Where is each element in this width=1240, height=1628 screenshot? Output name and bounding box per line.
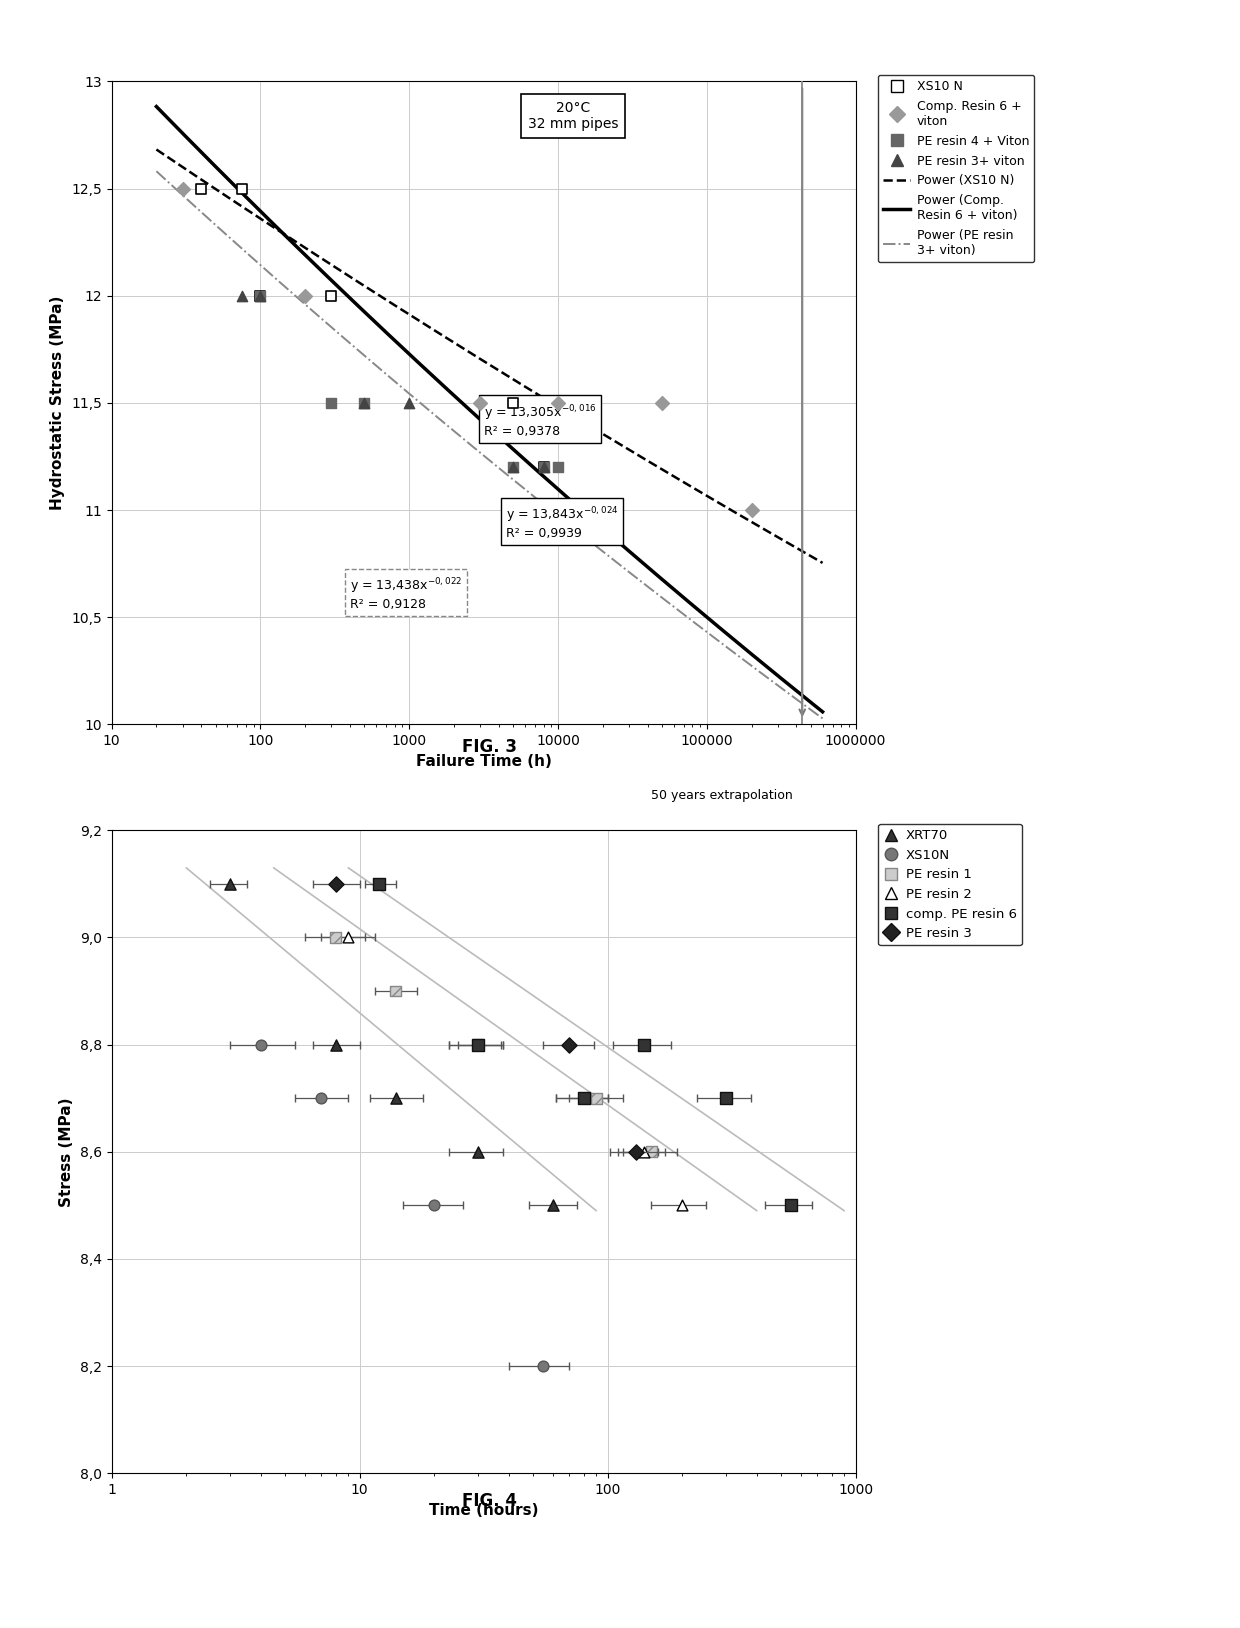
Point [503,454,523,480]
Point [467,1140,487,1166]
Text: FIG. 3: FIG. 3 [463,737,517,755]
Point [250,283,270,309]
Point [467,1032,487,1058]
Point [467,1032,487,1058]
Point [172,176,192,202]
Point [321,283,341,309]
Point [641,1140,661,1166]
Point [321,389,341,415]
Point [503,454,523,480]
Point [191,176,211,202]
Point [470,389,490,415]
Point [467,1032,487,1058]
Point [574,1086,594,1112]
Point [370,871,389,897]
Point [326,871,346,897]
Point [626,1140,646,1166]
Point [326,925,346,951]
Point [634,1032,653,1058]
Legend: XS10 N, Comp. Resin 6 +
viton, PE resin 4 + Viton, PE resin 3+ viton, Power (XS1: XS10 N, Comp. Resin 6 + viton, PE resin … [878,75,1034,262]
X-axis label: Failure Time (h): Failure Time (h) [415,754,552,768]
Point [250,283,270,309]
Point [386,978,405,1004]
Point [250,283,270,309]
Point [311,1086,331,1112]
X-axis label: Time (hours): Time (hours) [429,1503,538,1517]
Point [533,454,553,480]
Point [634,1140,653,1166]
Point [355,389,374,415]
Legend: XRT70, XS10N, PE resin 1, PE resin 2, comp. PE resin 6, PE resin 3: XRT70, XS10N, PE resin 1, PE resin 2, co… [878,824,1022,946]
Point [326,1032,346,1058]
Point [219,871,239,897]
Text: 20°C
32 mm pipes: 20°C 32 mm pipes [528,101,618,130]
Point [386,1086,405,1112]
Point [533,454,553,480]
Point [295,283,315,309]
Point [399,389,419,415]
Point [781,1192,801,1218]
Point [548,389,568,415]
Y-axis label: Hydrostatic Stress (MPa): Hydrostatic Stress (MPa) [51,296,66,510]
Point [574,1086,594,1112]
Point [672,1192,692,1218]
Point [232,283,252,309]
Point [742,497,761,523]
Point [424,1192,444,1218]
Point [355,389,374,415]
Point [503,389,523,415]
Point [559,1032,579,1058]
Y-axis label: Stress (MPa): Stress (MPa) [60,1097,74,1206]
Point [232,176,252,202]
Point [533,454,553,480]
Text: FIG. 4: FIG. 4 [463,1491,517,1509]
Point [250,1032,270,1058]
Point [533,1353,553,1379]
Point [543,1192,563,1218]
Point [548,454,568,480]
Point [715,1086,735,1112]
Point [339,925,358,951]
Text: y = 13,305x$^{-0,016}$
R² = 0,9378: y = 13,305x$^{-0,016}$ R² = 0,9378 [484,402,596,438]
Point [587,1086,606,1112]
Text: 50 years extrapolation: 50 years extrapolation [651,790,792,801]
Point [652,389,672,415]
Text: y = 13,843x$^{-0,024}$
R² = 0,9939: y = 13,843x$^{-0,024}$ R² = 0,9939 [506,506,619,540]
Text: y = 13,438x$^{-0,022}$
R² = 0,9128: y = 13,438x$^{-0,022}$ R² = 0,9128 [350,576,461,610]
